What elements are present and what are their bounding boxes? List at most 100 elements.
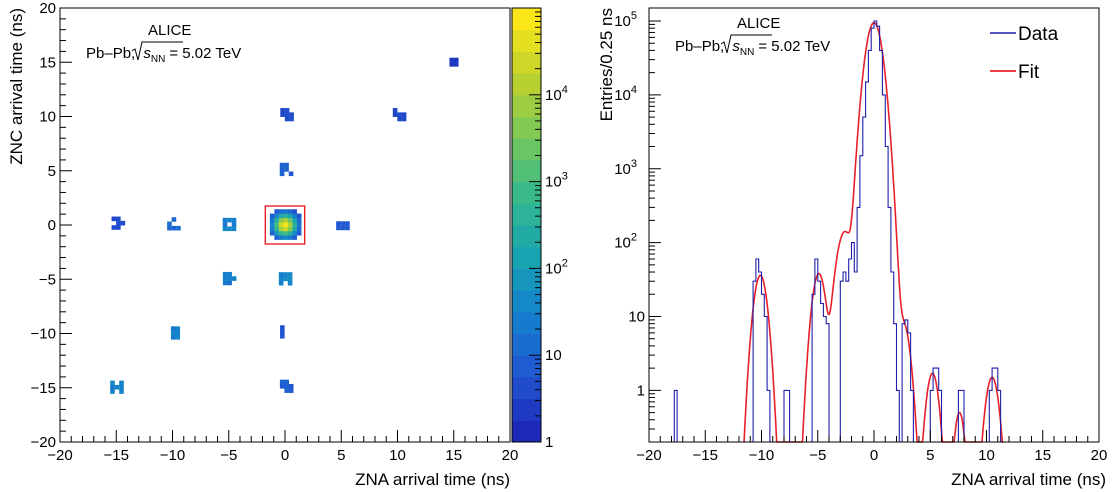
heatmap-cell bbox=[336, 225, 341, 231]
y-tick-label: −15 bbox=[31, 380, 56, 397]
y-tick-label: 5 bbox=[48, 163, 56, 180]
heatmap-cell bbox=[287, 276, 293, 282]
heatmap-cell bbox=[292, 209, 297, 214]
y-tick-label: −5 bbox=[39, 271, 56, 288]
x-tick-label: −5 bbox=[809, 447, 826, 464]
heatmap-cell bbox=[296, 230, 302, 236]
heatmap-cell bbox=[284, 108, 290, 113]
heatmap-cell bbox=[167, 225, 172, 231]
x-tick-label: 20 bbox=[1091, 447, 1108, 464]
histogram-sqrt-sign bbox=[720, 34, 772, 54]
heatmap-cell bbox=[110, 380, 115, 386]
heatmap-cell bbox=[227, 276, 232, 281]
heatmap-cell bbox=[453, 62, 459, 67]
colorbar-tick-label: 103 bbox=[545, 171, 568, 191]
heatmap-cell bbox=[227, 226, 232, 232]
heatmap-cell bbox=[296, 226, 302, 232]
heatmap-cell bbox=[287, 217, 293, 223]
heatmap-cell bbox=[171, 225, 177, 231]
heatmap-cell bbox=[288, 171, 294, 177]
heatmap-cell bbox=[287, 213, 293, 219]
heatmap-cell bbox=[227, 217, 232, 223]
y-tick-label: 104 bbox=[614, 84, 637, 104]
heatmap-cell bbox=[222, 222, 228, 227]
y-tick-label: 10 bbox=[39, 109, 56, 126]
heatmap-cell bbox=[449, 57, 455, 63]
colorbar-tick-exponent: 4 bbox=[562, 84, 568, 96]
x-tick-label: −20 bbox=[636, 447, 661, 464]
y-tick-label: 20 bbox=[39, 0, 56, 17]
x-tick-label: −20 bbox=[47, 447, 72, 464]
heatmap-cell bbox=[170, 330, 176, 336]
heatmap-cell bbox=[280, 333, 285, 339]
heatmap-cell bbox=[278, 209, 284, 214]
colorbar-step bbox=[512, 73, 541, 96]
heatmap-cell bbox=[289, 116, 294, 122]
colorbar-step bbox=[512, 225, 541, 248]
heatmap-cell bbox=[231, 276, 237, 281]
heatmap-cell bbox=[269, 213, 275, 219]
heatmap-cell bbox=[283, 226, 288, 232]
heatmap-cell bbox=[284, 116, 290, 122]
heatmap-cells bbox=[110, 57, 459, 394]
heatmap-cell bbox=[119, 389, 124, 394]
colorbar-step bbox=[512, 290, 541, 313]
y-tick-exponent: 4 bbox=[631, 84, 637, 96]
heatmap-cell bbox=[119, 380, 124, 386]
colorbar-step bbox=[512, 376, 541, 400]
colorbar-tick-label: 104 bbox=[545, 84, 568, 104]
y-tick-exponent: 5 bbox=[631, 10, 637, 22]
heatmap-cell bbox=[283, 222, 288, 227]
heatmap-cell bbox=[167, 221, 172, 227]
heatmap-cell bbox=[231, 217, 237, 223]
heatmap-cell bbox=[283, 209, 288, 214]
heatmap-cell bbox=[116, 225, 121, 230]
heatmap-cell bbox=[279, 171, 285, 177]
heatmap-cell bbox=[288, 388, 294, 393]
heatmap-cell bbox=[284, 112, 290, 117]
heatmap-cell bbox=[397, 112, 402, 117]
heatmap-cell bbox=[283, 235, 288, 240]
heatmap-cell bbox=[292, 226, 297, 232]
heatmap-cell bbox=[287, 222, 293, 227]
y-tick-label: 10 bbox=[628, 308, 645, 325]
heatmap-cell bbox=[222, 271, 228, 277]
histogram-panel: −20 −15 −10 −5 0 5 10 15 20 1 10 102 103 104 105 ALIC… bbox=[597, 7, 1108, 489]
heatmap-cell bbox=[392, 108, 398, 113]
histogram-y-label: Entries/0.25 ns bbox=[597, 8, 616, 121]
colorbar-step bbox=[512, 311, 541, 334]
heatmap-cell bbox=[284, 379, 289, 385]
heatmap-cell bbox=[278, 276, 284, 282]
heatmap-panel: −20 −15 −10 −5 0 5 10 15 20 −20−15−10−505101520 … bbox=[7, 0, 568, 489]
colorbar bbox=[512, 8, 541, 443]
heatmap-cell bbox=[278, 217, 284, 223]
heatmap-cell bbox=[274, 235, 279, 240]
heatmap-cell bbox=[227, 271, 232, 277]
heatmap-cell bbox=[175, 326, 181, 331]
heatmap-cell bbox=[284, 388, 289, 393]
heatmap-cell bbox=[120, 220, 126, 226]
y-tick-label: 1 bbox=[637, 382, 645, 399]
legend-data-label: Data bbox=[1018, 24, 1059, 45]
colorbar-step bbox=[512, 8, 541, 31]
heatmap-cell bbox=[283, 217, 288, 223]
histogram-annotation-energy: Pb–Pb, sNN = 5.02 TeV bbox=[675, 38, 830, 58]
x-tick-label: 10 bbox=[389, 447, 406, 464]
heatmap-cell bbox=[110, 389, 115, 394]
heatmap-cell bbox=[171, 217, 177, 222]
heatmap-cell bbox=[231, 222, 237, 227]
heatmap-cell bbox=[280, 108, 285, 113]
heatmap-cell bbox=[345, 225, 350, 231]
colorbar-step bbox=[512, 159, 541, 183]
heatmap-cell bbox=[453, 57, 459, 63]
colorbar-step bbox=[512, 203, 541, 226]
heatmap-cell bbox=[269, 226, 275, 232]
heatmap-x-axis: −20 −15 −10 −5 0 5 10 15 20 bbox=[47, 430, 518, 464]
heatmap-cell bbox=[287, 235, 293, 240]
colorbar-step bbox=[512, 246, 541, 269]
colorbar-step bbox=[512, 333, 541, 356]
colorbar-step bbox=[512, 29, 541, 52]
y-tick-exponent: 2 bbox=[631, 232, 637, 244]
x-tick-label: 0 bbox=[870, 447, 878, 464]
